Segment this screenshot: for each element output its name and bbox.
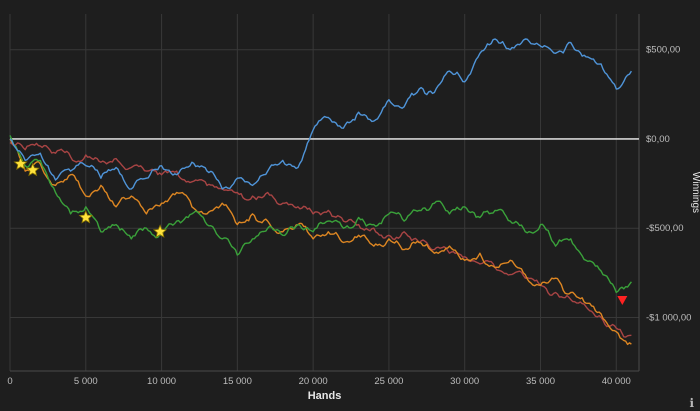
- x-tick-label: 20 000: [299, 376, 328, 387]
- series-red-line[interactable]: [9, 141, 632, 338]
- star-marker[interactable]: [78, 209, 93, 224]
- x-tick-label: 35 000: [526, 376, 555, 387]
- x-tick-label: 0: [7, 376, 12, 387]
- y-tick-label: $500,00: [646, 45, 680, 56]
- x-tick-label: 40 000: [602, 376, 631, 387]
- info-icon[interactable]: ℹ: [689, 396, 694, 410]
- x-tick-label: 5 000: [74, 376, 98, 387]
- x-tick-label: 10 000: [147, 376, 176, 387]
- star-marker[interactable]: [13, 156, 28, 171]
- x-axis-title: Hands: [308, 390, 342, 402]
- arrow-down-marker[interactable]: [617, 295, 628, 305]
- y-tick-label: $0,00: [646, 134, 670, 145]
- series-blue-line[interactable]: [9, 38, 632, 190]
- star-marker[interactable]: [25, 162, 40, 177]
- x-tick-label: 15 000: [223, 376, 252, 387]
- star-marker[interactable]: [152, 224, 168, 238]
- series-green-line[interactable]: [9, 135, 632, 294]
- y-axis-title: Winnings: [690, 172, 700, 213]
- x-tick-label: 30 000: [450, 376, 479, 387]
- series-orange-line[interactable]: [9, 138, 632, 346]
- y-tick-label: -$500,00: [646, 223, 684, 234]
- x-tick-label: 25 000: [374, 376, 403, 387]
- y-tick-label: -$1 000,00: [646, 312, 691, 323]
